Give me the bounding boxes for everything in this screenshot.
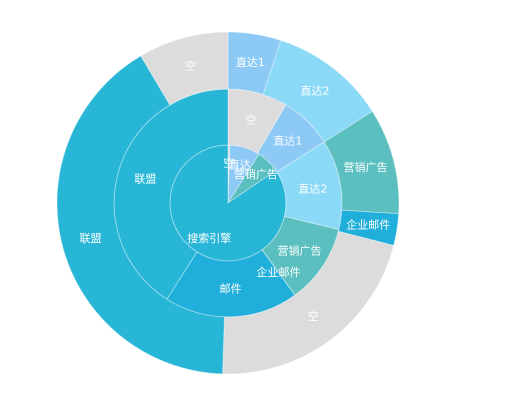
outer-ring-slice-alliance[interactable]	[56, 55, 225, 375]
inner-ring-label-search-engine: 搜索引擎	[187, 231, 231, 245]
middle-ring-label-direct-2: 直达2	[298, 181, 327, 195]
outer-ring-slice-empty[interactable]	[140, 31, 229, 106]
middle-ring-label-marketing-ads: 营销广告	[278, 243, 322, 257]
inner-ring-label-marketing-ads: 营销广告	[234, 167, 278, 181]
inner-ring-label-empty: 空	[223, 156, 234, 170]
inner-ring-slice-search-engine[interactable]	[169, 144, 287, 262]
outer-ring-slice-marketing-ads[interactable]	[323, 110, 400, 215]
middle-ring-label-direct-1: 直达1	[273, 134, 302, 148]
middle-ring-slice-alliance[interactable]	[113, 88, 229, 300]
outer-ring-slice-enterprise-mail[interactable]	[337, 209, 400, 247]
middle-ring-label-mail: 邮件	[220, 282, 242, 295]
middle-ring-slice-mail[interactable]	[166, 249, 296, 318]
slice-layer	[56, 31, 400, 375]
outer-ring-slice-empty[interactable]	[222, 230, 395, 375]
outer-ring-label-empty: 空	[185, 59, 196, 73]
outer-ring-label-direct-2: 直达2	[301, 83, 330, 97]
middle-ring-label-empty: 空	[245, 113, 256, 127]
outer-ring-label-empty: 空	[308, 309, 319, 323]
outer-ring-label-enterprise-mail: 企业邮件	[346, 218, 390, 232]
label-layer: 空直达营销广告搜索引擎空直达1直达2营销广告企业邮件邮件联盟直达1直达2营销广告…	[79, 55, 390, 323]
inner-ring-label-direct: 直达	[229, 157, 251, 171]
outer-ring-label-direct-1: 直达1	[236, 55, 265, 69]
outer-ring-label-marketing-ads: 营销广告	[344, 160, 388, 174]
middle-ring-label-enterprise-mail: 企业邮件	[257, 265, 301, 279]
outer-ring-label-alliance: 联盟	[79, 232, 101, 245]
middle-ring-label-alliance: 联盟	[134, 172, 156, 185]
